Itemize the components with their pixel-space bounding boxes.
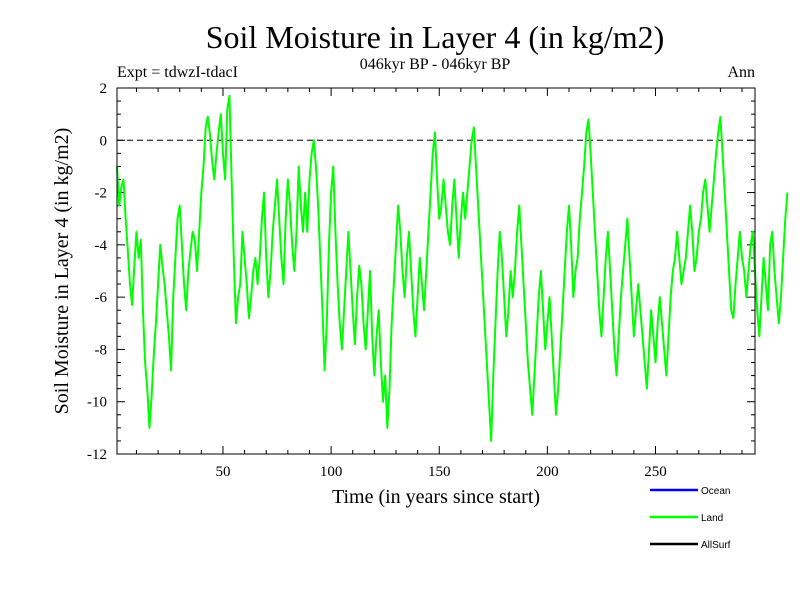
y-tick-label: -2 — [95, 186, 108, 202]
x-tick-label: 250 — [644, 464, 667, 480]
y-tick-labels: -12 -10 -8 -6 -4 -2 0 2 — [87, 81, 107, 463]
y-tick-label: -8 — [95, 342, 108, 358]
series-line-land — [116, 94, 789, 442]
expt-label: Expt = tdwzI-tdacI — [117, 64, 238, 81]
y-tick-label: -4 — [95, 238, 108, 254]
x-tick-label: 100 — [320, 464, 343, 480]
legend-label-ocean: Ocean — [701, 486, 730, 497]
x-tick-label: 50 — [215, 464, 230, 480]
y-tick-label: 0 — [100, 133, 108, 149]
chart-subtitle: 046kyr BP - 046kyr BP — [360, 56, 511, 73]
x-tick-label: 200 — [536, 464, 559, 480]
y-tick-label: -10 — [87, 395, 107, 411]
x-axis-label: Time (in years since start) — [332, 486, 540, 508]
y-tick-label: 2 — [100, 81, 108, 97]
x-tick-label: 150 — [428, 464, 451, 480]
legend-label-land: Land — [701, 513, 723, 524]
axis-ticks — [117, 87, 755, 455]
plot-frame — [116, 87, 756, 455]
y-axis-label: Soil Moisture in Layer 4 (in kg/m2) — [51, 128, 73, 415]
chart-title: Soil Moisture in Layer 4 (in kg/m2) — [206, 19, 665, 55]
legend: Ocean Land AllSurf — [650, 486, 731, 551]
legend-label-allsurf: AllSurf — [701, 540, 731, 551]
x-tick-labels: 50 100 150 200 250 — [215, 464, 666, 480]
season-label: Ann — [727, 64, 755, 81]
y-tick-label: -12 — [87, 447, 107, 463]
series-group — [116, 94, 789, 442]
y-tick-label: -6 — [95, 290, 108, 306]
